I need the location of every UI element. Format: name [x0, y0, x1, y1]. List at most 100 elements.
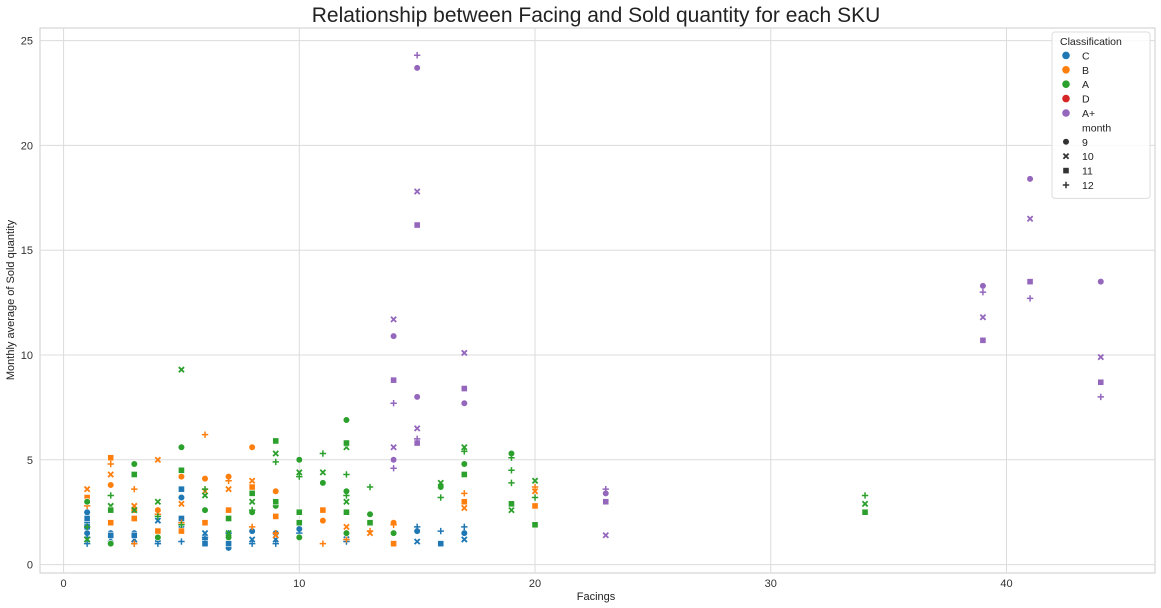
data-point [1097, 378, 1105, 386]
data-point [295, 519, 303, 527]
x-tick-label: 40 [1000, 578, 1012, 590]
data-point [83, 523, 91, 531]
data-point [272, 498, 280, 506]
data-point [979, 282, 987, 290]
data-point [343, 492, 350, 499]
chart-title: Relationship between Facing and Sold qua… [312, 4, 881, 27]
data-point [460, 529, 468, 537]
data-point [83, 515, 91, 522]
data-point [177, 443, 186, 451]
data-point [201, 506, 209, 514]
data-point [107, 506, 115, 514]
data-point [602, 485, 609, 493]
data-point [390, 376, 397, 384]
data-point [390, 400, 397, 407]
data-point [296, 473, 303, 480]
data-point [107, 481, 115, 489]
data-point [178, 521, 185, 528]
data-point [154, 513, 162, 520]
legend-marker [1062, 138, 1070, 146]
legend-label: D [1082, 94, 1090, 106]
data-point [248, 483, 256, 491]
legend-marker [1062, 80, 1070, 88]
data-point [177, 472, 186, 481]
data-point [83, 485, 91, 493]
data-point [201, 475, 209, 483]
data-point [413, 64, 421, 72]
data-point [225, 529, 232, 537]
data-point [272, 529, 279, 537]
data-point [390, 540, 397, 548]
data-point [83, 498, 91, 506]
data-point [225, 515, 232, 522]
data-point [178, 366, 185, 373]
data-point [413, 393, 421, 401]
data-point [343, 471, 350, 478]
data-point [460, 399, 468, 407]
x-axis-title: Facings [577, 591, 616, 603]
data-point [248, 523, 256, 531]
legend-label: A [1082, 79, 1089, 91]
data-point [979, 314, 987, 321]
data-point [131, 506, 138, 514]
legend-marker [1062, 51, 1070, 60]
data-point [413, 52, 421, 59]
data-point [343, 508, 350, 516]
data-point [390, 521, 397, 528]
data-point [248, 506, 256, 514]
legend-title-classification: Classification [1060, 36, 1122, 48]
data-point [178, 485, 185, 493]
data-point [225, 477, 232, 484]
series-A+ [389, 52, 1105, 539]
data-point [413, 188, 421, 195]
data-point [413, 538, 421, 545]
data-point [437, 540, 445, 548]
data-point [130, 531, 138, 539]
data-point [413, 435, 421, 443]
data-point [107, 519, 115, 527]
data-point [861, 492, 869, 499]
data-point [390, 316, 397, 323]
data-point [107, 471, 114, 478]
data-point [248, 443, 256, 451]
data-point [461, 504, 468, 512]
data-point [343, 498, 350, 505]
data-point [154, 540, 162, 547]
legend-label: 9 [1082, 137, 1088, 149]
data-point [201, 534, 209, 541]
data-point [343, 536, 350, 543]
data-point [296, 469, 303, 476]
data-point [319, 479, 327, 487]
data-point [1026, 215, 1034, 222]
legend-label: C [1082, 50, 1090, 62]
data-point [130, 460, 138, 468]
data-point [1097, 278, 1105, 286]
legend-marker [1062, 109, 1070, 117]
data-point [319, 506, 327, 514]
data-point [437, 494, 444, 501]
data-point [248, 540, 256, 547]
data-point [131, 540, 138, 547]
data-point [295, 456, 303, 464]
data-point [177, 493, 186, 502]
data-point [272, 437, 280, 445]
data-point [178, 500, 185, 508]
data-point [460, 460, 468, 468]
data-point [461, 349, 468, 357]
legend-label: 11 [1082, 166, 1093, 178]
data-point [154, 517, 162, 524]
y-tick-label: 25 [21, 36, 33, 48]
data-point [508, 454, 515, 461]
data-point [201, 431, 209, 438]
data-point [178, 538, 185, 545]
data-point [201, 519, 209, 527]
data-point [531, 477, 539, 485]
data-point [389, 456, 398, 464]
data-point [461, 490, 468, 497]
data-point [1026, 295, 1034, 302]
data-point [437, 527, 444, 535]
data-point [508, 506, 515, 514]
data-point [178, 466, 185, 474]
legend-marker [1062, 66, 1070, 74]
